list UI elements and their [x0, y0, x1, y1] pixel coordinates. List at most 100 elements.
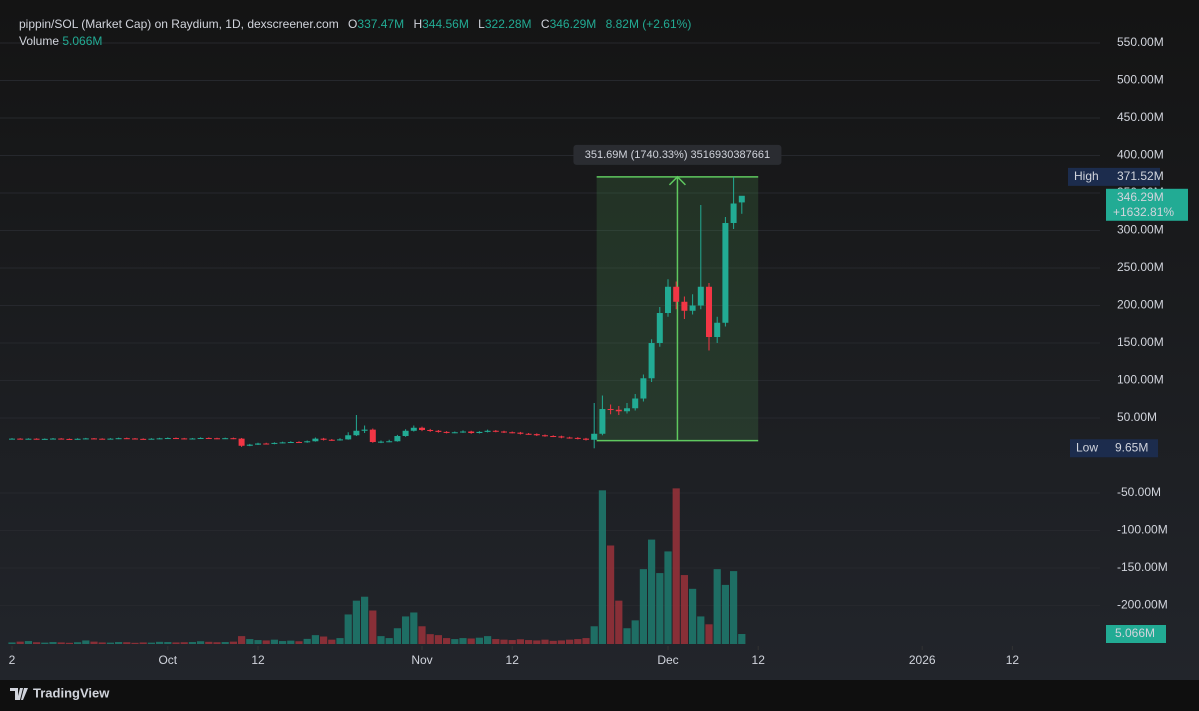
candle-body	[583, 438, 589, 440]
candle-body	[58, 438, 65, 440]
volume-bar	[680, 575, 688, 644]
volume-bar	[525, 640, 533, 644]
volume-value: 5.066M	[62, 34, 103, 48]
y-tick-label: 50.00M	[1117, 410, 1157, 424]
volume-bar	[328, 639, 336, 644]
volume-bar	[270, 639, 278, 644]
header-line: pippin/SOL (Market Cap) on Raydium, 1D, …	[19, 16, 691, 33]
volume-bar	[197, 641, 205, 644]
candle-body	[148, 438, 155, 440]
volume-bar	[352, 600, 360, 644]
candle-body	[427, 430, 434, 432]
volume-bar	[705, 624, 713, 644]
volume-bar	[721, 584, 729, 644]
volume-bar	[90, 641, 98, 644]
volume-bar	[598, 490, 606, 644]
volume-bar	[156, 641, 164, 644]
candle-body	[189, 438, 196, 440]
volume-bar	[467, 638, 475, 644]
candle-body	[320, 438, 327, 440]
footer	[0, 680, 1199, 711]
candle-body	[591, 433, 598, 440]
ohlc-key: H	[413, 17, 423, 31]
candle-body	[624, 408, 630, 412]
volume-bar	[492, 639, 500, 644]
volume-bar	[377, 636, 385, 644]
candle-body	[738, 195, 745, 203]
volume-bar	[16, 641, 24, 644]
volume-bar	[188, 642, 196, 644]
candle-body	[25, 438, 32, 440]
candle-body	[460, 431, 466, 433]
ohlc-key: O	[348, 17, 358, 31]
candle-body	[394, 436, 401, 442]
volume-bar	[361, 596, 369, 644]
y-tick-label: -100.00M	[1117, 523, 1168, 537]
volume-bar	[426, 634, 434, 644]
candle-body	[714, 322, 721, 338]
volume-bar	[738, 634, 746, 644]
volume-bar	[697, 616, 705, 644]
last-price-box	[1106, 188, 1188, 221]
volume-bar	[57, 642, 65, 644]
candle-body	[222, 438, 229, 440]
candle-body	[533, 434, 540, 436]
candle-body	[66, 438, 73, 440]
candle-body	[656, 313, 663, 344]
volume-bar	[410, 612, 418, 644]
candle-body	[345, 435, 352, 440]
volume-bar	[402, 616, 410, 644]
candle-body	[123, 438, 130, 440]
candle-body	[574, 437, 581, 439]
candle-body	[484, 430, 491, 432]
candle-body	[402, 430, 409, 437]
candle-body	[369, 429, 376, 443]
candle-body	[17, 438, 24, 440]
candle-body	[271, 442, 278, 444]
volume-bar	[418, 626, 426, 644]
x-tick-label: Nov	[411, 653, 432, 667]
volume-bar	[254, 640, 262, 644]
candle-body	[599, 409, 606, 434]
ohlc-value: 337.47M	[357, 17, 405, 31]
candle-body	[509, 432, 516, 434]
volume-bar	[713, 569, 721, 644]
ohlc-key: C	[540, 17, 550, 31]
y-tick-label: 150.00M	[1117, 335, 1164, 349]
volume-bar	[172, 642, 180, 644]
ohlc-value: 344.56M	[422, 17, 469, 31]
candle-body	[648, 343, 655, 379]
candle-body	[214, 438, 220, 440]
volume-bar	[147, 642, 155, 644]
candle-body	[665, 286, 671, 314]
volume-bar	[74, 642, 82, 644]
candle-body	[140, 438, 147, 440]
volume-line: Volume 5.066M	[19, 33, 691, 50]
candle-body	[378, 441, 384, 443]
volume-bar	[205, 641, 213, 644]
volume-bar	[24, 641, 32, 644]
ohlc-value: 346.29M	[549, 17, 597, 31]
volume-bar	[566, 639, 574, 644]
x-tick-label: 12	[251, 653, 265, 667]
volume-value-label: 5.066M	[1115, 626, 1155, 640]
measure-tooltip-box	[573, 144, 782, 165]
x-tick-label: 12	[506, 653, 520, 667]
y-tick-label: -200.00M	[1117, 598, 1168, 612]
candle-body	[312, 438, 319, 442]
candle-body	[230, 438, 237, 440]
volume-bar	[229, 641, 237, 644]
volume-bar	[730, 571, 738, 644]
candle-body	[296, 442, 302, 444]
volume-value-box	[1106, 625, 1166, 643]
volume-bar	[664, 551, 672, 644]
candle-body	[353, 430, 360, 436]
volume-bar	[648, 539, 656, 644]
candle-body	[517, 432, 524, 434]
candle-body	[697, 286, 704, 306]
volume-bar	[65, 642, 73, 644]
high-label: High	[1074, 169, 1099, 183]
volume-bar	[180, 642, 188, 644]
volume-bar	[123, 642, 131, 644]
